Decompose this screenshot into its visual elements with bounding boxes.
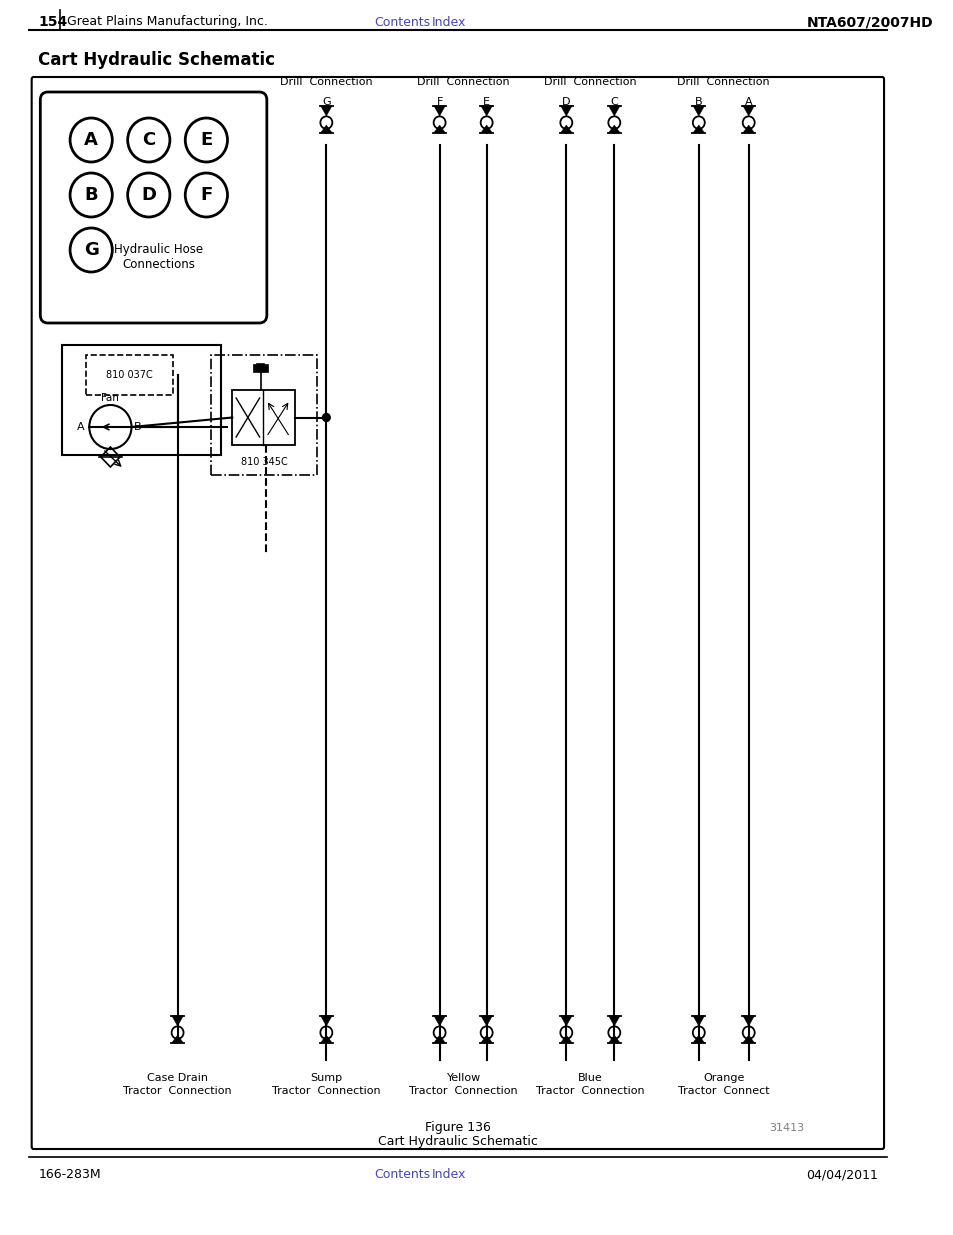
Polygon shape <box>608 1035 619 1042</box>
Polygon shape <box>320 1035 332 1042</box>
Text: E: E <box>482 98 490 107</box>
Bar <box>87 354 172 395</box>
Text: Tractor  Connection: Tractor Connection <box>536 1086 644 1095</box>
Text: Index: Index <box>432 1168 466 1182</box>
Polygon shape <box>692 1035 704 1042</box>
Text: 810 037C: 810 037C <box>106 370 152 380</box>
Text: Case Drain: Case Drain <box>147 1073 208 1083</box>
Bar <box>253 364 268 372</box>
Text: D: D <box>141 186 156 204</box>
Polygon shape <box>742 125 754 133</box>
Text: B: B <box>133 422 141 432</box>
Text: Figure 136: Figure 136 <box>424 1121 490 1135</box>
Polygon shape <box>692 106 704 116</box>
Text: C: C <box>142 131 155 149</box>
Text: NTA607/2007HD: NTA607/2007HD <box>805 15 932 28</box>
Text: F: F <box>200 186 213 204</box>
Text: Index: Index <box>432 16 466 28</box>
Text: Blue: Blue <box>578 1073 602 1083</box>
Polygon shape <box>172 1035 183 1042</box>
Text: 04/04/2011: 04/04/2011 <box>805 1168 878 1182</box>
Text: Tractor  Connection: Tractor Connection <box>123 1086 232 1095</box>
Text: Cart Hydraulic Schematic: Cart Hydraulic Schematic <box>377 1135 537 1147</box>
Text: Fan: Fan <box>101 393 119 403</box>
Text: E: E <box>200 131 213 149</box>
Text: B: B <box>694 98 701 107</box>
Text: Tractor  Connection: Tractor Connection <box>272 1086 380 1095</box>
Text: Cart Hydraulic Schematic: Cart Hydraulic Schematic <box>38 51 275 69</box>
Polygon shape <box>560 1016 572 1026</box>
Polygon shape <box>608 125 619 133</box>
Text: F: F <box>436 98 442 107</box>
Polygon shape <box>480 1016 492 1026</box>
Text: 166-283M: 166-283M <box>38 1168 101 1182</box>
Bar <box>62 345 220 454</box>
Polygon shape <box>434 1035 445 1042</box>
Polygon shape <box>560 106 572 116</box>
Text: Yellow: Yellow <box>446 1073 480 1083</box>
Text: 810 345C: 810 345C <box>240 457 287 467</box>
Polygon shape <box>560 1035 572 1042</box>
Text: Sump: Sump <box>310 1073 342 1083</box>
Polygon shape <box>742 106 754 116</box>
Polygon shape <box>320 1016 332 1026</box>
Text: G: G <box>84 241 98 259</box>
Polygon shape <box>692 1016 704 1026</box>
Polygon shape <box>480 125 492 133</box>
Text: Contents: Contents <box>374 16 430 28</box>
Polygon shape <box>320 125 332 133</box>
Text: A: A <box>77 422 85 432</box>
Text: Drill  Connection: Drill Connection <box>416 77 510 86</box>
Text: 154: 154 <box>38 15 68 28</box>
Text: G: G <box>322 98 331 107</box>
Polygon shape <box>434 125 445 133</box>
Polygon shape <box>434 1016 445 1026</box>
Polygon shape <box>560 125 572 133</box>
Text: C: C <box>610 98 618 107</box>
Bar <box>232 390 294 445</box>
Text: A: A <box>744 98 752 107</box>
Text: Drill  Connection: Drill Connection <box>280 77 373 86</box>
Text: Connections: Connections <box>122 258 194 272</box>
Polygon shape <box>320 106 332 116</box>
Bar <box>211 354 316 475</box>
Text: 31413: 31413 <box>769 1123 803 1132</box>
Polygon shape <box>608 1016 619 1026</box>
Polygon shape <box>608 106 619 116</box>
Polygon shape <box>172 1016 183 1026</box>
Text: Drill  Connection: Drill Connection <box>677 77 769 86</box>
Text: Great Plains Manufacturing, Inc.: Great Plains Manufacturing, Inc. <box>67 16 268 28</box>
Text: Contents: Contents <box>374 1168 430 1182</box>
Text: A: A <box>84 131 98 149</box>
Polygon shape <box>434 106 445 116</box>
Text: D: D <box>561 98 570 107</box>
Text: Drill  Connection: Drill Connection <box>543 77 636 86</box>
Circle shape <box>322 414 330 421</box>
Polygon shape <box>480 1035 492 1042</box>
Text: Hydraulic Hose: Hydraulic Hose <box>113 243 203 257</box>
Polygon shape <box>742 1016 754 1026</box>
Text: Tractor  Connect: Tractor Connect <box>678 1086 769 1095</box>
Text: Orange: Orange <box>702 1073 743 1083</box>
Text: Tractor  Connection: Tractor Connection <box>409 1086 517 1095</box>
Polygon shape <box>742 1035 754 1042</box>
Text: B: B <box>84 186 98 204</box>
Polygon shape <box>480 106 492 116</box>
Polygon shape <box>692 125 704 133</box>
